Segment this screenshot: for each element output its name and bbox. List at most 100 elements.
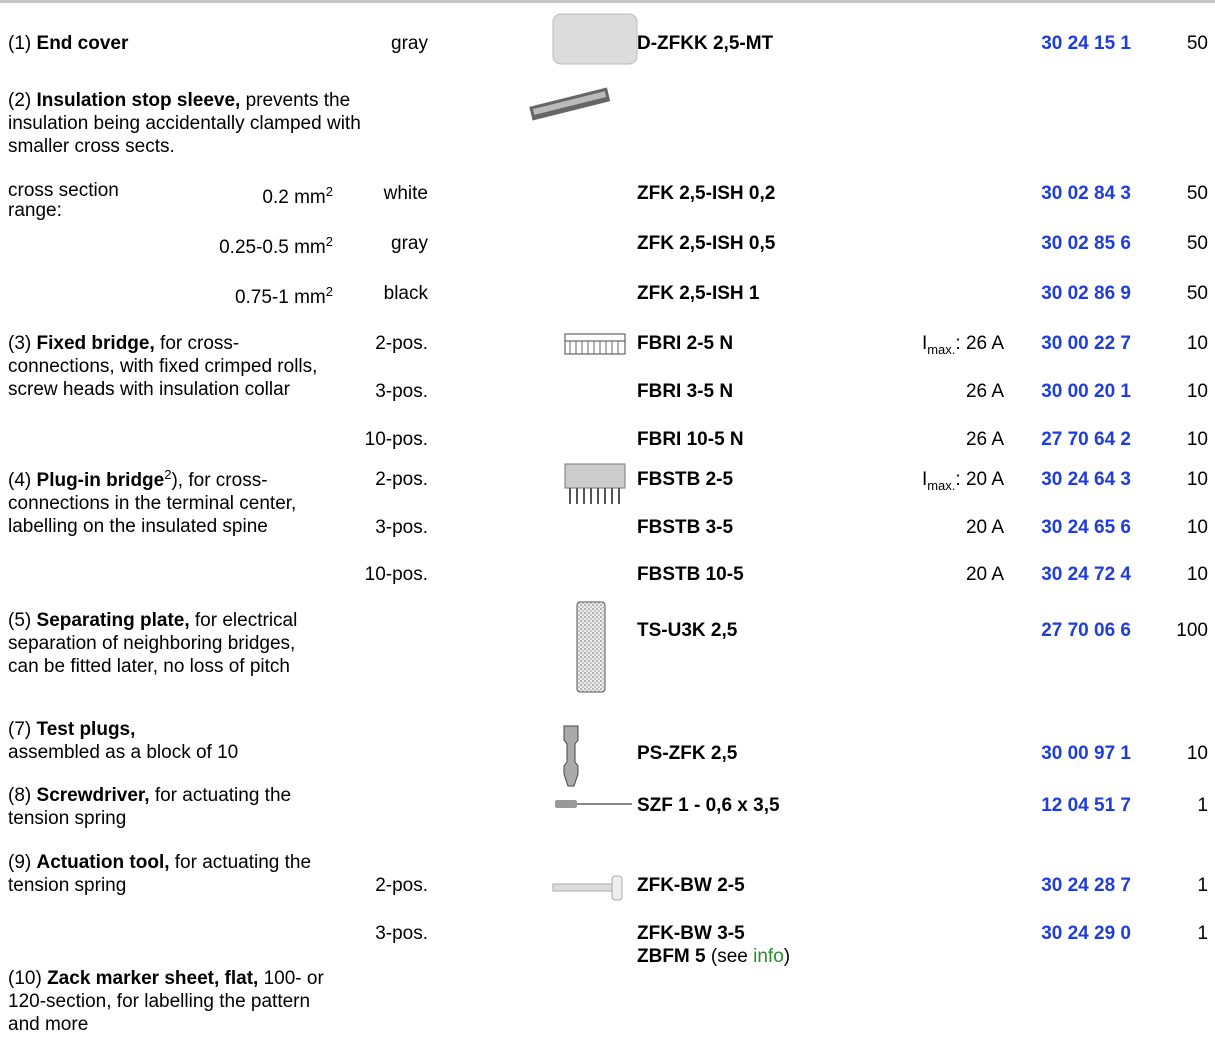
item-name: Insulation stop sleeve, bbox=[36, 89, 241, 111]
item-number: (5) bbox=[8, 609, 32, 631]
separating-plate-image bbox=[576, 601, 606, 693]
top-rule bbox=[0, 0, 1215, 3]
order-number[interactable]: 30 02 85 6 bbox=[1041, 232, 1131, 254]
test-plug-image bbox=[563, 725, 579, 787]
rated-current: 26 A bbox=[966, 380, 1004, 403]
rated-current: Imax.: 20 A bbox=[921, 468, 1004, 493]
pack-unit: 10 bbox=[1186, 516, 1208, 538]
current-value: 20 A bbox=[965, 563, 1004, 585]
current-subscript: max. bbox=[927, 341, 956, 357]
item-description: (8) Screwdriver, for actuating the tensi… bbox=[8, 784, 338, 830]
pack-unit: 50 bbox=[1186, 32, 1208, 54]
type-designation: FBSTB 10-5 bbox=[637, 563, 744, 586]
item-description: (7) Test plugs, assembled as a block of … bbox=[8, 718, 326, 764]
size: 0.25-0.5 mm bbox=[219, 236, 326, 258]
footnote-ref: 2 bbox=[164, 466, 172, 482]
pack-unit: 10 bbox=[1186, 428, 1208, 450]
item-description: (4) Plug-in bridge2), for cross-connecti… bbox=[8, 466, 326, 538]
order-number[interactable]: 30 24 29 0 bbox=[1041, 922, 1131, 944]
variant-color: gray bbox=[391, 32, 428, 54]
item-description: (1) End cover bbox=[8, 32, 408, 55]
size-exponent: 2 bbox=[325, 283, 333, 299]
variant-color: black bbox=[383, 282, 428, 304]
sleeve-image bbox=[529, 87, 611, 121]
order-number[interactable]: 30 00 20 1 bbox=[1041, 380, 1131, 402]
order-number[interactable]: 30 02 84 3 bbox=[1041, 182, 1131, 204]
type-code: ZFK 2,5-ISH 0,2 bbox=[637, 182, 776, 204]
type-code: FBSTB 3-5 bbox=[637, 516, 734, 538]
size: 0.75-1 mm bbox=[234, 286, 326, 308]
type-code: ZFK-BW 2-5 bbox=[637, 874, 745, 896]
variant-label: 3-pos. bbox=[375, 516, 428, 538]
item-number: (1) bbox=[8, 32, 32, 54]
item-text: for actuating the tension spring bbox=[8, 784, 292, 829]
item-name: Separating plate, bbox=[36, 609, 190, 631]
order-number[interactable]: 12 04 51 7 bbox=[1041, 794, 1131, 816]
item-name: Test plugs, bbox=[36, 718, 136, 740]
type-designation: ZFK-BW 3-5 bbox=[637, 922, 745, 945]
item-number: (7) bbox=[8, 718, 32, 740]
pack-unit: 10 bbox=[1186, 332, 1208, 354]
size: 0.2 mm bbox=[262, 186, 326, 208]
type-code: ZFK-BW 3-5 bbox=[637, 922, 745, 944]
order-number[interactable]: 30 00 22 7 bbox=[1041, 332, 1131, 354]
type-code: SZF 1 - 0,6 x 3,5 bbox=[637, 794, 780, 816]
pack-unit: 10 bbox=[1186, 468, 1208, 490]
plug-in-bridge-image bbox=[564, 463, 626, 504]
order-number[interactable]: 30 00 97 1 bbox=[1041, 742, 1131, 764]
item-name: Actuation tool, bbox=[36, 851, 170, 873]
pack-unit: 1 bbox=[1197, 794, 1208, 816]
item-description: (5) Separating plate, for electrical sep… bbox=[8, 609, 326, 678]
order-number[interactable]: 30 24 28 7 bbox=[1041, 874, 1131, 896]
item-number: (3) bbox=[8, 332, 32, 354]
type-designation: FBRI 10-5 N bbox=[637, 428, 744, 451]
variant-label: 10-pos. bbox=[364, 428, 428, 450]
item-number: (10) bbox=[8, 967, 42, 989]
actuation-tool-image bbox=[552, 875, 623, 901]
type-designation: ZFK 2,5-ISH 1 bbox=[637, 282, 759, 305]
type-code: D-ZFKK 2,5-MT bbox=[637, 32, 774, 54]
type-designation: SZF 1 - 0,6 x 3,5 bbox=[637, 794, 780, 817]
info-link[interactable]: info bbox=[753, 945, 784, 967]
item-description: (3) Fixed bridge, for cross-connections,… bbox=[8, 332, 326, 401]
range-label: cross section range: bbox=[8, 179, 119, 221]
cross-section: 0.2 mm2 bbox=[262, 185, 333, 209]
pack-unit: 50 bbox=[1186, 182, 1208, 204]
current-subscript: max. bbox=[927, 477, 956, 493]
order-number[interactable]: 30 24 64 3 bbox=[1041, 468, 1131, 490]
variant-label: 10-pos. bbox=[364, 563, 428, 585]
fixed-bridge-image bbox=[564, 333, 626, 355]
current-symbol: I bbox=[921, 468, 928, 490]
order-number[interactable]: 30 24 65 6 bbox=[1041, 516, 1131, 538]
type-designation: ZFK 2,5-ISH 0,2 bbox=[637, 182, 775, 205]
order-number[interactable]: 30 24 15 1 bbox=[1041, 32, 1131, 54]
item-name: End cover bbox=[36, 32, 129, 54]
item-name: Plug-in bridge bbox=[36, 469, 165, 491]
item-text: 100- or 120-section, for labelling the p… bbox=[8, 967, 324, 1035]
type-designation: FBRI 2-5 N bbox=[637, 332, 733, 355]
type-note: (see bbox=[710, 945, 748, 967]
order-number[interactable]: 30 02 86 9 bbox=[1041, 282, 1131, 304]
pack-unit: 10 bbox=[1186, 380, 1208, 402]
pack-unit: 50 bbox=[1186, 232, 1208, 254]
order-number[interactable]: 27 70 64 2 bbox=[1041, 428, 1131, 450]
pack-unit: 50 bbox=[1186, 282, 1208, 304]
type-designation: FBSTB 3-5 bbox=[637, 516, 733, 539]
current-value: : 20 A bbox=[955, 468, 1004, 490]
type-code: FBSTB 2-5 bbox=[637, 468, 734, 490]
order-number[interactable]: 27 70 06 6 bbox=[1041, 619, 1131, 641]
item-text: assembled as a block of 10 bbox=[8, 741, 239, 763]
type-designation: PS-ZFK 2,5 bbox=[637, 742, 737, 765]
current-value: 20 A bbox=[965, 516, 1004, 538]
current-symbol: I bbox=[921, 332, 928, 354]
size-exponent: 2 bbox=[325, 233, 333, 249]
order-number[interactable]: 30 24 72 4 bbox=[1041, 563, 1131, 585]
item-name: Zack marker sheet, flat, bbox=[47, 967, 259, 989]
type-designation: D-ZFKK 2,5-MT bbox=[637, 32, 773, 55]
item-text: for actuating the tension spring bbox=[8, 851, 312, 896]
type-code: FBSTB 10-5 bbox=[637, 563, 744, 585]
end-cover-image bbox=[552, 13, 638, 65]
type-code: ZBFM 5 bbox=[637, 945, 706, 967]
